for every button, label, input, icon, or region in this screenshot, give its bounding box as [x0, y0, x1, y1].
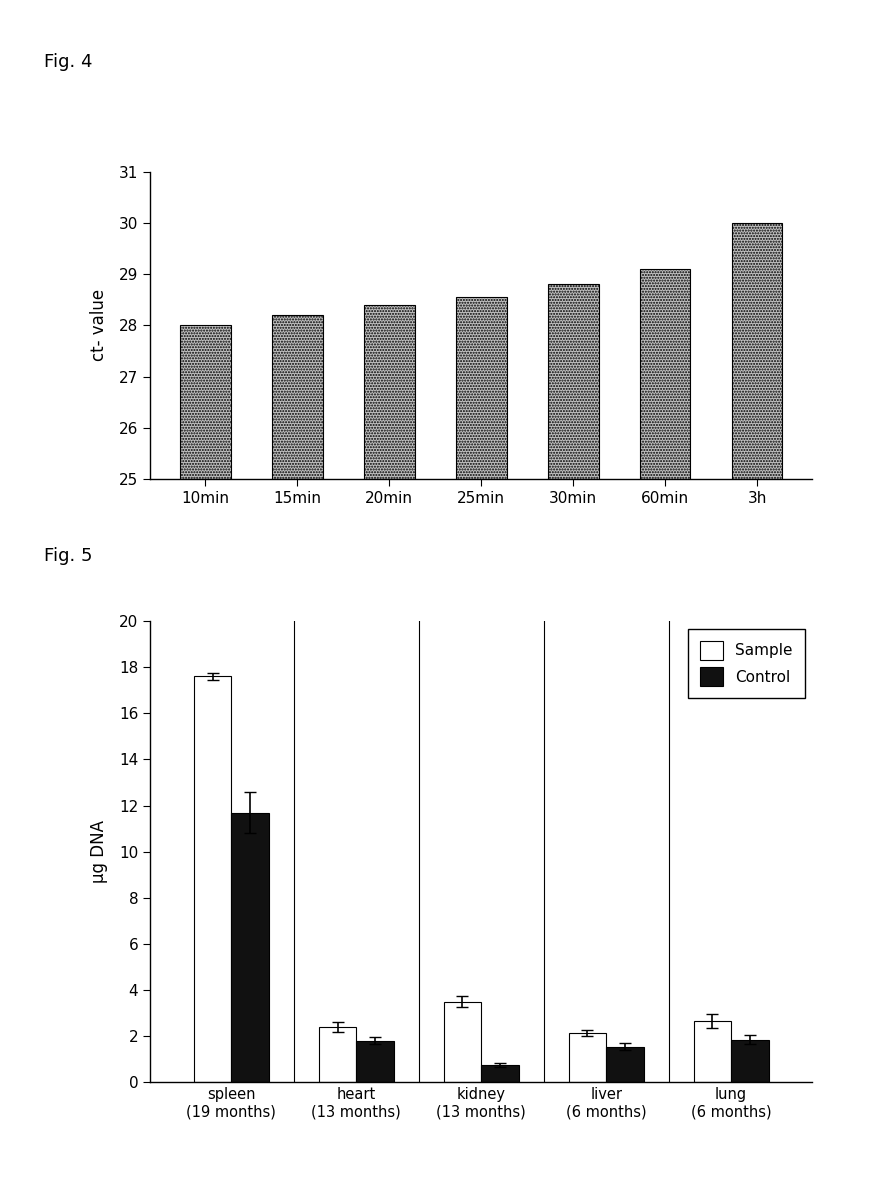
Bar — [607, 1047, 644, 1082]
Bar — [694, 1021, 731, 1082]
Legend: Sample, Control: Sample, Control — [688, 628, 804, 698]
Bar — [640, 269, 691, 479]
Bar — [231, 813, 268, 1082]
Bar — [319, 1027, 356, 1082]
Bar — [180, 325, 230, 479]
Bar — [364, 305, 414, 479]
Bar — [456, 297, 507, 479]
Y-axis label: µg DNA: µg DNA — [90, 820, 108, 884]
Bar — [732, 222, 782, 479]
Text: Fig. 5: Fig. 5 — [44, 547, 93, 564]
Bar — [731, 1040, 768, 1082]
Bar — [444, 1002, 481, 1082]
Text: Fig. 4: Fig. 4 — [44, 53, 93, 71]
Bar — [356, 1041, 394, 1082]
Bar — [194, 677, 231, 1082]
Y-axis label: ct- value: ct- value — [90, 290, 108, 361]
Bar — [481, 1065, 518, 1082]
Bar — [272, 315, 322, 479]
Bar — [548, 284, 599, 479]
Bar — [569, 1033, 607, 1082]
